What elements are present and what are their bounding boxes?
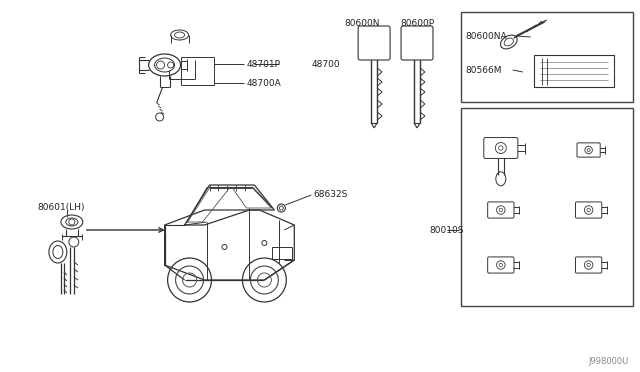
Polygon shape xyxy=(164,210,294,280)
Text: 68632S: 68632S xyxy=(313,189,348,199)
Polygon shape xyxy=(184,185,275,225)
FancyBboxPatch shape xyxy=(358,26,390,60)
Text: 80600N: 80600N xyxy=(344,19,380,28)
Bar xyxy=(461,12,632,102)
FancyBboxPatch shape xyxy=(575,202,602,218)
Text: 80601(LH): 80601(LH) xyxy=(37,202,84,212)
FancyBboxPatch shape xyxy=(401,26,433,60)
Bar xyxy=(273,247,292,259)
Text: 48701P: 48701P xyxy=(246,60,280,68)
Text: 48700: 48700 xyxy=(311,60,340,68)
Text: 80600NA: 80600NA xyxy=(465,32,506,41)
Text: 80566M: 80566M xyxy=(465,65,501,74)
FancyBboxPatch shape xyxy=(575,257,602,273)
Text: J998000U: J998000U xyxy=(589,357,629,366)
FancyBboxPatch shape xyxy=(484,138,518,158)
Bar xyxy=(534,55,614,87)
FancyBboxPatch shape xyxy=(488,257,514,273)
Text: 48700A: 48700A xyxy=(246,78,281,87)
Text: 80010S: 80010S xyxy=(429,225,463,234)
FancyBboxPatch shape xyxy=(577,143,600,157)
Bar xyxy=(461,108,632,306)
FancyBboxPatch shape xyxy=(488,202,514,218)
Text: 80600P: 80600P xyxy=(400,19,434,28)
